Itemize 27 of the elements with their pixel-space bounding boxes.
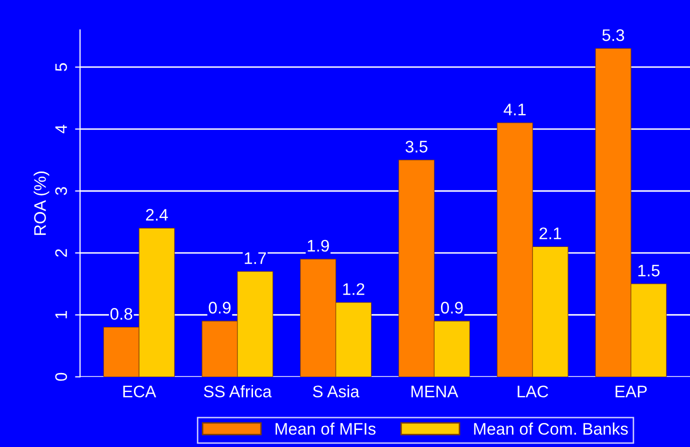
x-tick-label: S Asia — [312, 385, 360, 398]
y-tick-label: 2 — [55, 249, 67, 257]
y-tick-label: 0 — [55, 372, 68, 381]
x-tick-label: MENA — [412, 386, 458, 398]
x-tick-label: EAP — [616, 386, 647, 398]
data-label: 5.3 — [602, 29, 624, 42]
y-tick-label: 3 — [55, 187, 68, 195]
data-label: 2.4 — [146, 208, 168, 221]
data-label: 3.5 — [406, 140, 428, 153]
data-label: 2.1 — [540, 227, 562, 240]
legend-label: Mean of MFIs — [276, 422, 376, 435]
data-label: 4.1 — [504, 104, 526, 116]
y-axis-title: ROA (%) — [34, 172, 50, 235]
data-label: 0.9 — [208, 302, 231, 314]
x-tick-label: ECA — [123, 386, 156, 398]
legend-label: Mean of Com. Banks — [474, 422, 628, 435]
data-label: 0.8 — [110, 308, 132, 320]
data-label: 1.2 — [343, 283, 364, 295]
x-tick-label: LAC — [518, 386, 548, 398]
data-label: 1.5 — [638, 264, 660, 276]
y-tick-label: 4 — [55, 124, 67, 134]
y-tick-label: 1 — [55, 311, 67, 318]
data-label: 0.9 — [440, 302, 463, 314]
x-tick-label: SS Africa — [204, 385, 272, 398]
data-label: 1.9 — [308, 240, 329, 252]
data-label: 1.7 — [244, 252, 266, 264]
y-tick-label: 5 — [55, 63, 68, 72]
